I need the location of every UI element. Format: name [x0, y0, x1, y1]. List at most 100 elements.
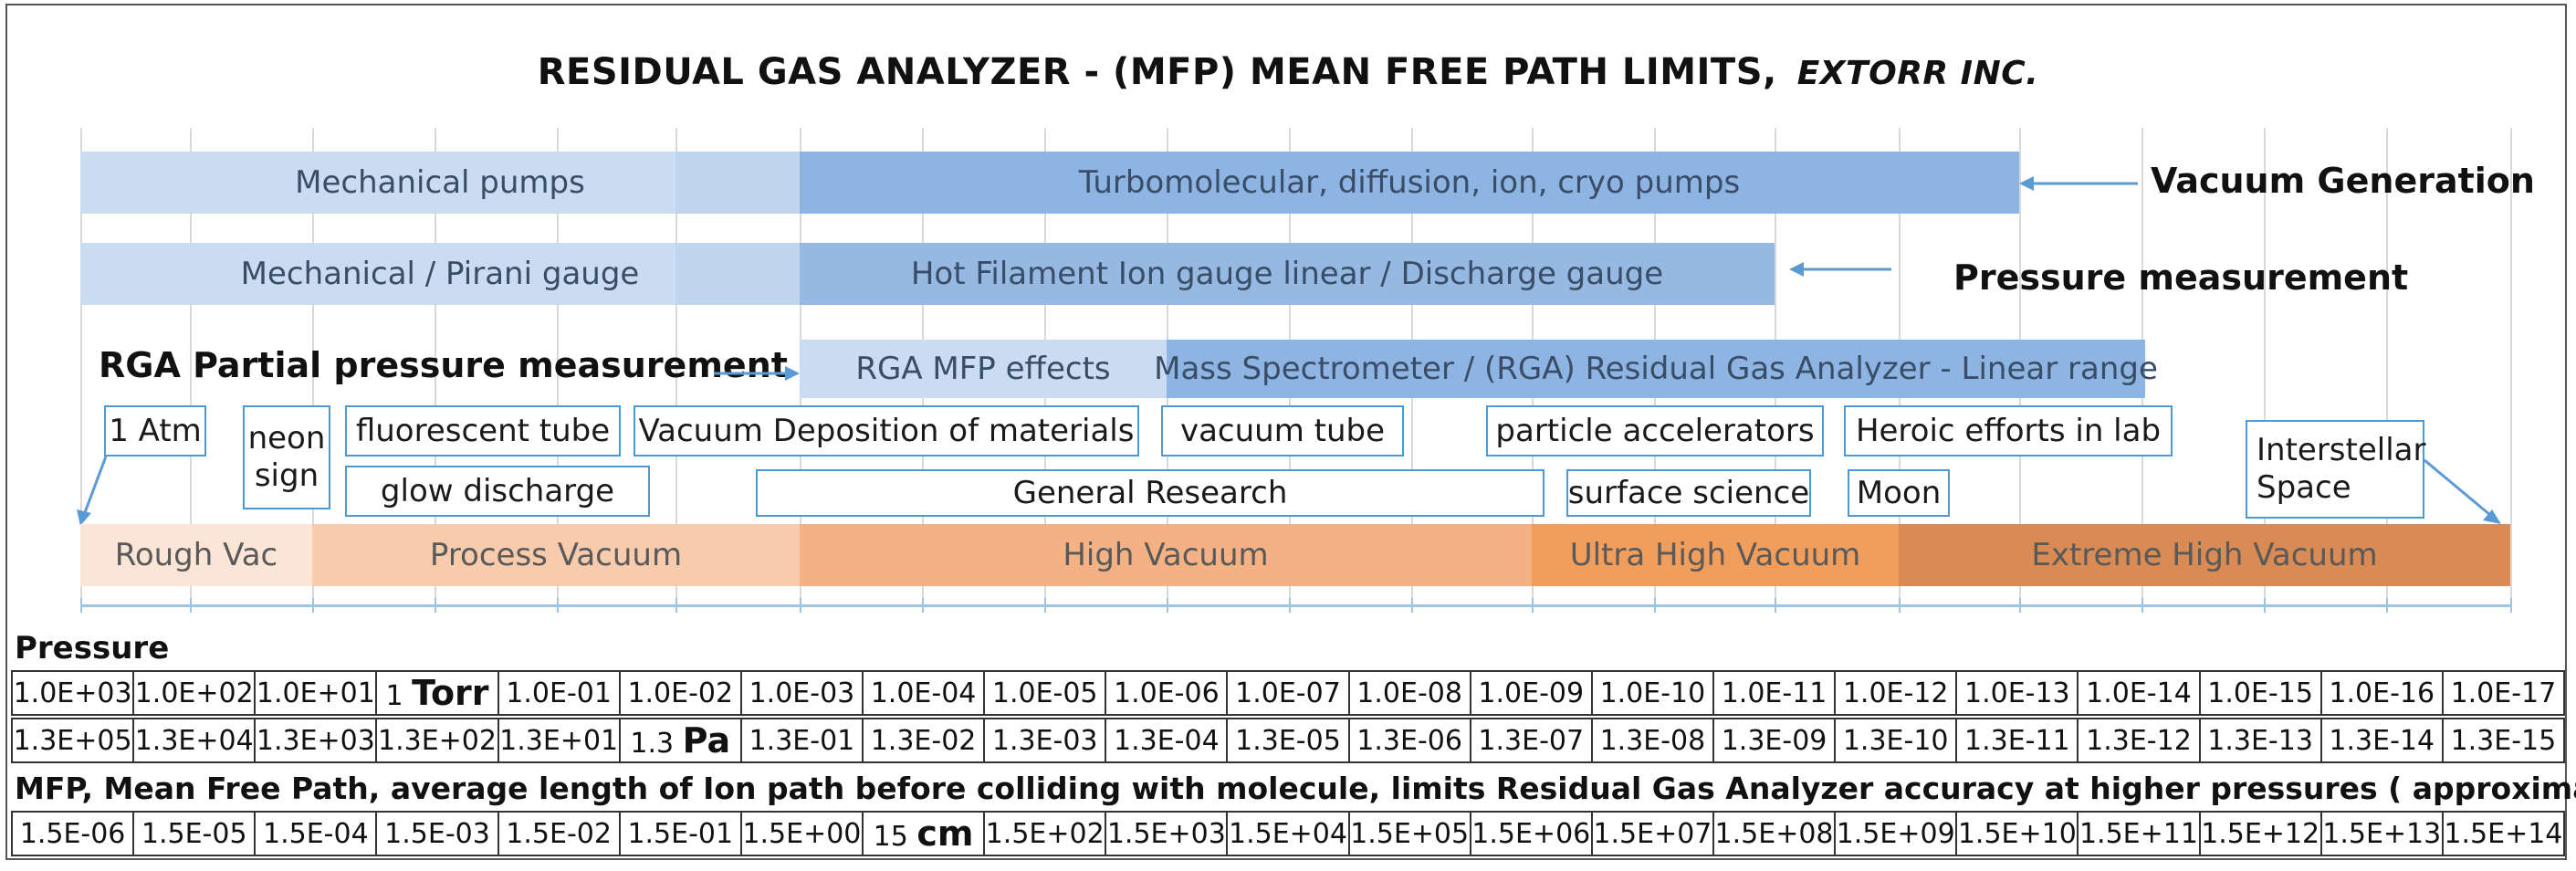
grid-line: [557, 128, 559, 612]
torr-cell: 1.0E-15: [2198, 670, 2322, 716]
torr-cell: 1.0E-03: [739, 670, 864, 716]
tag-surface-science: surface science: [1566, 469, 1811, 517]
pa-cell: 1.3E+04: [132, 718, 257, 763]
vacuum-generation-label: Vacuum Generation: [2151, 161, 2535, 201]
pa-cell: 1.3E-09: [1712, 718, 1837, 763]
tag-fluorescent-tube: fluorescent tube: [345, 405, 621, 456]
torr-cell: 1.0E+03: [10, 670, 135, 716]
mfp-cell: 1.5E+12: [2198, 811, 2322, 856]
mfp-cell: 1.5E+05: [1347, 811, 1471, 856]
pressure-measurement-arrow: [1789, 262, 1891, 277]
mfp-cell: 1.5E+04: [1226, 811, 1350, 856]
tag-neon-sign: neon sign: [243, 405, 330, 509]
torr-cell: 1.0E-04: [861, 670, 986, 716]
mfp-cell: 1.5E-05: [132, 811, 257, 856]
mfp-cell: 1.5E+06: [1469, 811, 1593, 856]
grid-line: [2386, 128, 2388, 612]
pa-cell: 1.3E+05: [10, 718, 135, 763]
mfp-section-label: MFP, Mean Free Path, average length of I…: [15, 771, 2576, 806]
axis-tick: [2386, 598, 2388, 613]
pa-cell: 1.3E+01: [497, 718, 621, 763]
tag-1-atm: 1 Atm: [104, 405, 206, 456]
axis-tick: [2141, 598, 2143, 613]
vacuum-generation-arrow: [2019, 176, 2138, 191]
grid-line: [190, 128, 192, 612]
torr-cell: 1.0E-14: [2077, 670, 2201, 716]
pa-cell: 1.3E+02: [375, 718, 499, 763]
pa-cell: 1.3E-14: [2319, 718, 2444, 763]
axis-tick: [435, 598, 436, 613]
torr-unit: Torr: [412, 673, 489, 713]
axis-tick: [1411, 598, 1413, 613]
axis-tick: [1167, 598, 1168, 613]
interstellar-pointer-arrow: [2424, 458, 2501, 524]
grid-line: [312, 128, 314, 612]
torr-cell: 1.0E-11: [1712, 670, 1837, 716]
pa-cell: 1.3E-12: [2077, 718, 2201, 763]
mfp-cell: 1.5E+02: [983, 811, 1107, 856]
grid-line: [2264, 128, 2266, 612]
mfp-cell: 1.5E+09: [1834, 811, 1958, 856]
pa-cell: 1.3E+03: [254, 718, 378, 763]
pa-cell: 1.3E-13: [2198, 718, 2322, 763]
range-process-vacuum: Process Vacuum: [312, 524, 800, 586]
torr-cell: 1.0E+02: [132, 670, 257, 716]
range-rough-vac: Rough Vac: [80, 524, 312, 586]
pressure-section-label: Pressure: [15, 630, 170, 666]
axis-tick: [800, 598, 801, 613]
torr-cell: 1.0E-13: [1955, 670, 2079, 716]
hot-filament-bar: Hot Filament Ion gauge linear / Discharg…: [800, 243, 1775, 305]
axis-tick: [80, 598, 82, 613]
mfp-cell: 1.5E+07: [1590, 811, 1714, 856]
tag-heroic-efforts: Heroic efforts in lab: [1844, 405, 2173, 456]
gauge-overlap-band: [675, 243, 800, 305]
mfp-cell: 1.5E+03: [1105, 811, 1229, 856]
torr-cell: 1.0E+01: [254, 670, 378, 716]
pa-cell: 1.3E-01: [739, 718, 864, 763]
pa-cell: 1.3E-04: [1105, 718, 1229, 763]
torr-cell: 1.0E-05: [983, 670, 1107, 716]
grid-line: [2510, 128, 2512, 612]
mfp-row: 1.5E-06 1.5E-05 1.5E-04 1.5E-03 1.5E-02 1.5E-…: [10, 811, 2566, 856]
axis-tick: [557, 598, 559, 613]
torr-row: 1.0E+03 1.0E+02 1.0E+01 1 Torr 1.0E-01 1.0E-0…: [10, 670, 2566, 716]
axis-tick: [1899, 598, 1901, 613]
pa-unit: Pa: [682, 720, 731, 761]
pa-cell: 1.3E-07: [1469, 718, 1593, 763]
rga-arrow: [714, 366, 800, 381]
pa-cell: 1.3E-06: [1347, 718, 1471, 763]
tag-moon: Moon: [1848, 469, 1950, 517]
mfp-cell: 1.5E+14: [2441, 811, 2566, 856]
torr-cell: 1.0E-09: [1469, 670, 1593, 716]
axis-tick: [2019, 598, 2021, 613]
torr-cell: 1.0E-07: [1226, 670, 1350, 716]
axis-tick: [312, 598, 314, 613]
mfp-cell: 1.5E+10: [1955, 811, 2079, 856]
tag-interstellar-space: Interstellar Space: [2246, 420, 2425, 519]
torr-cell: 1 Torr: [375, 670, 499, 716]
pressure-measurement-label: Pressure measurement: [1953, 257, 2409, 298]
torr-cell: 1.0E-01: [497, 670, 621, 716]
torr-cell: 1.0E-08: [1347, 670, 1471, 716]
mfp-cell: 1.5E+08: [1712, 811, 1837, 856]
axis-tick: [1289, 598, 1291, 613]
tag-general-research: General Research: [756, 469, 1545, 517]
page-title: RESIDUAL GAS ANALYZER - (MFP) MEAN FREE …: [0, 51, 2576, 93]
axis-tick: [675, 598, 677, 613]
torr-cell: 1.0E-10: [1590, 670, 1714, 716]
turbo-pumps-bar: Turbomolecular, diffusion, ion, cryo pum…: [800, 152, 2019, 214]
mfp-cell: 1.5E+13: [2319, 811, 2444, 856]
pa-cell: 1.3E-08: [1590, 718, 1714, 763]
axis-tick: [1044, 598, 1046, 613]
rga-partial-label: RGA Partial pressure measurement: [99, 345, 788, 385]
tag-glow-discharge: glow discharge: [345, 466, 650, 517]
chart-frame: [5, 4, 2567, 860]
torr-cell: 1.0E-17: [2441, 670, 2566, 716]
pa-cell: 1.3E-10: [1834, 718, 1958, 763]
mfp-cell: 1.5E-01: [618, 811, 742, 856]
mfp-cell: 1.5E-03: [375, 811, 499, 856]
mfp-cell: 1.5E-06: [10, 811, 135, 856]
mfp-cell: 15 cm: [861, 811, 986, 856]
title-company: EXTORR INC.: [1796, 55, 2039, 92]
rga-mfp-bar: RGA MFP effects: [800, 340, 1167, 398]
